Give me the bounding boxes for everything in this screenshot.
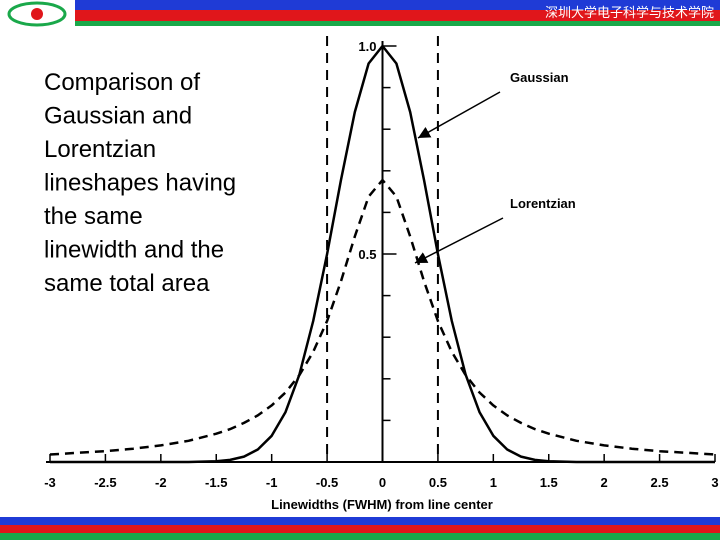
body-line: lineshapes having xyxy=(44,170,236,197)
x-tick-label: -1.5 xyxy=(205,475,227,490)
x-tick-label: 2.5 xyxy=(651,475,669,490)
x-axis-label: Linewidths (FWHM) from line center xyxy=(271,497,493,512)
y-tick-label: 0.5 xyxy=(358,247,376,262)
body-text: Comparison of Gaussian and Lorentzian lines… xyxy=(44,69,236,297)
logo-center xyxy=(31,8,43,20)
body-line: the same xyxy=(44,203,143,230)
body-line: linewidth and the xyxy=(44,237,224,264)
footer-band-green xyxy=(0,533,720,540)
series-line xyxy=(49,178,716,456)
y-tick-label: 1.0 xyxy=(358,39,376,54)
label-arrow xyxy=(414,217,504,264)
body-line: Lorentzian xyxy=(44,136,156,163)
series-label: Lorentzian xyxy=(510,196,576,211)
label-arrow xyxy=(417,91,501,139)
footer-band-blue xyxy=(0,517,720,525)
x-tick-label: -3 xyxy=(44,475,56,490)
x-tick-label: -1 xyxy=(266,475,278,490)
series-line xyxy=(50,44,715,464)
header-title: 深圳大学电子科学与技术学院 xyxy=(545,5,714,20)
x-tick-label: -0.5 xyxy=(316,475,338,490)
body-line: same total area xyxy=(44,270,210,297)
x-tick-label: -2 xyxy=(155,475,167,490)
body-line: Comparison of xyxy=(44,69,200,96)
body-line: Gaussian and xyxy=(44,103,192,130)
header-band-blue xyxy=(0,0,720,10)
x-tick-label: -2.5 xyxy=(94,475,116,490)
x-tick-label: 1.5 xyxy=(540,475,558,490)
header-band-green xyxy=(0,21,720,26)
x-tick-label: 1 xyxy=(490,475,497,490)
x-tick-label: 2 xyxy=(601,475,608,490)
x-tick-label: 3 xyxy=(711,475,718,490)
x-tick-label: 0 xyxy=(379,475,386,490)
footer-band-red xyxy=(0,525,720,533)
series-label: Gaussian xyxy=(510,70,569,85)
x-tick-label: 0.5 xyxy=(429,475,447,490)
header-band-red xyxy=(0,10,720,21)
